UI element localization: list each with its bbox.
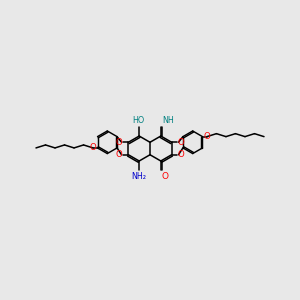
Text: O: O xyxy=(161,172,168,181)
Text: O: O xyxy=(178,150,184,159)
Text: O: O xyxy=(116,138,122,147)
Text: HO: HO xyxy=(132,116,144,125)
Text: O: O xyxy=(178,138,184,147)
Text: O: O xyxy=(90,143,97,152)
Text: NH: NH xyxy=(162,116,174,125)
Text: NH₂: NH₂ xyxy=(132,172,147,181)
Text: O: O xyxy=(203,132,210,141)
Text: O: O xyxy=(116,150,122,159)
